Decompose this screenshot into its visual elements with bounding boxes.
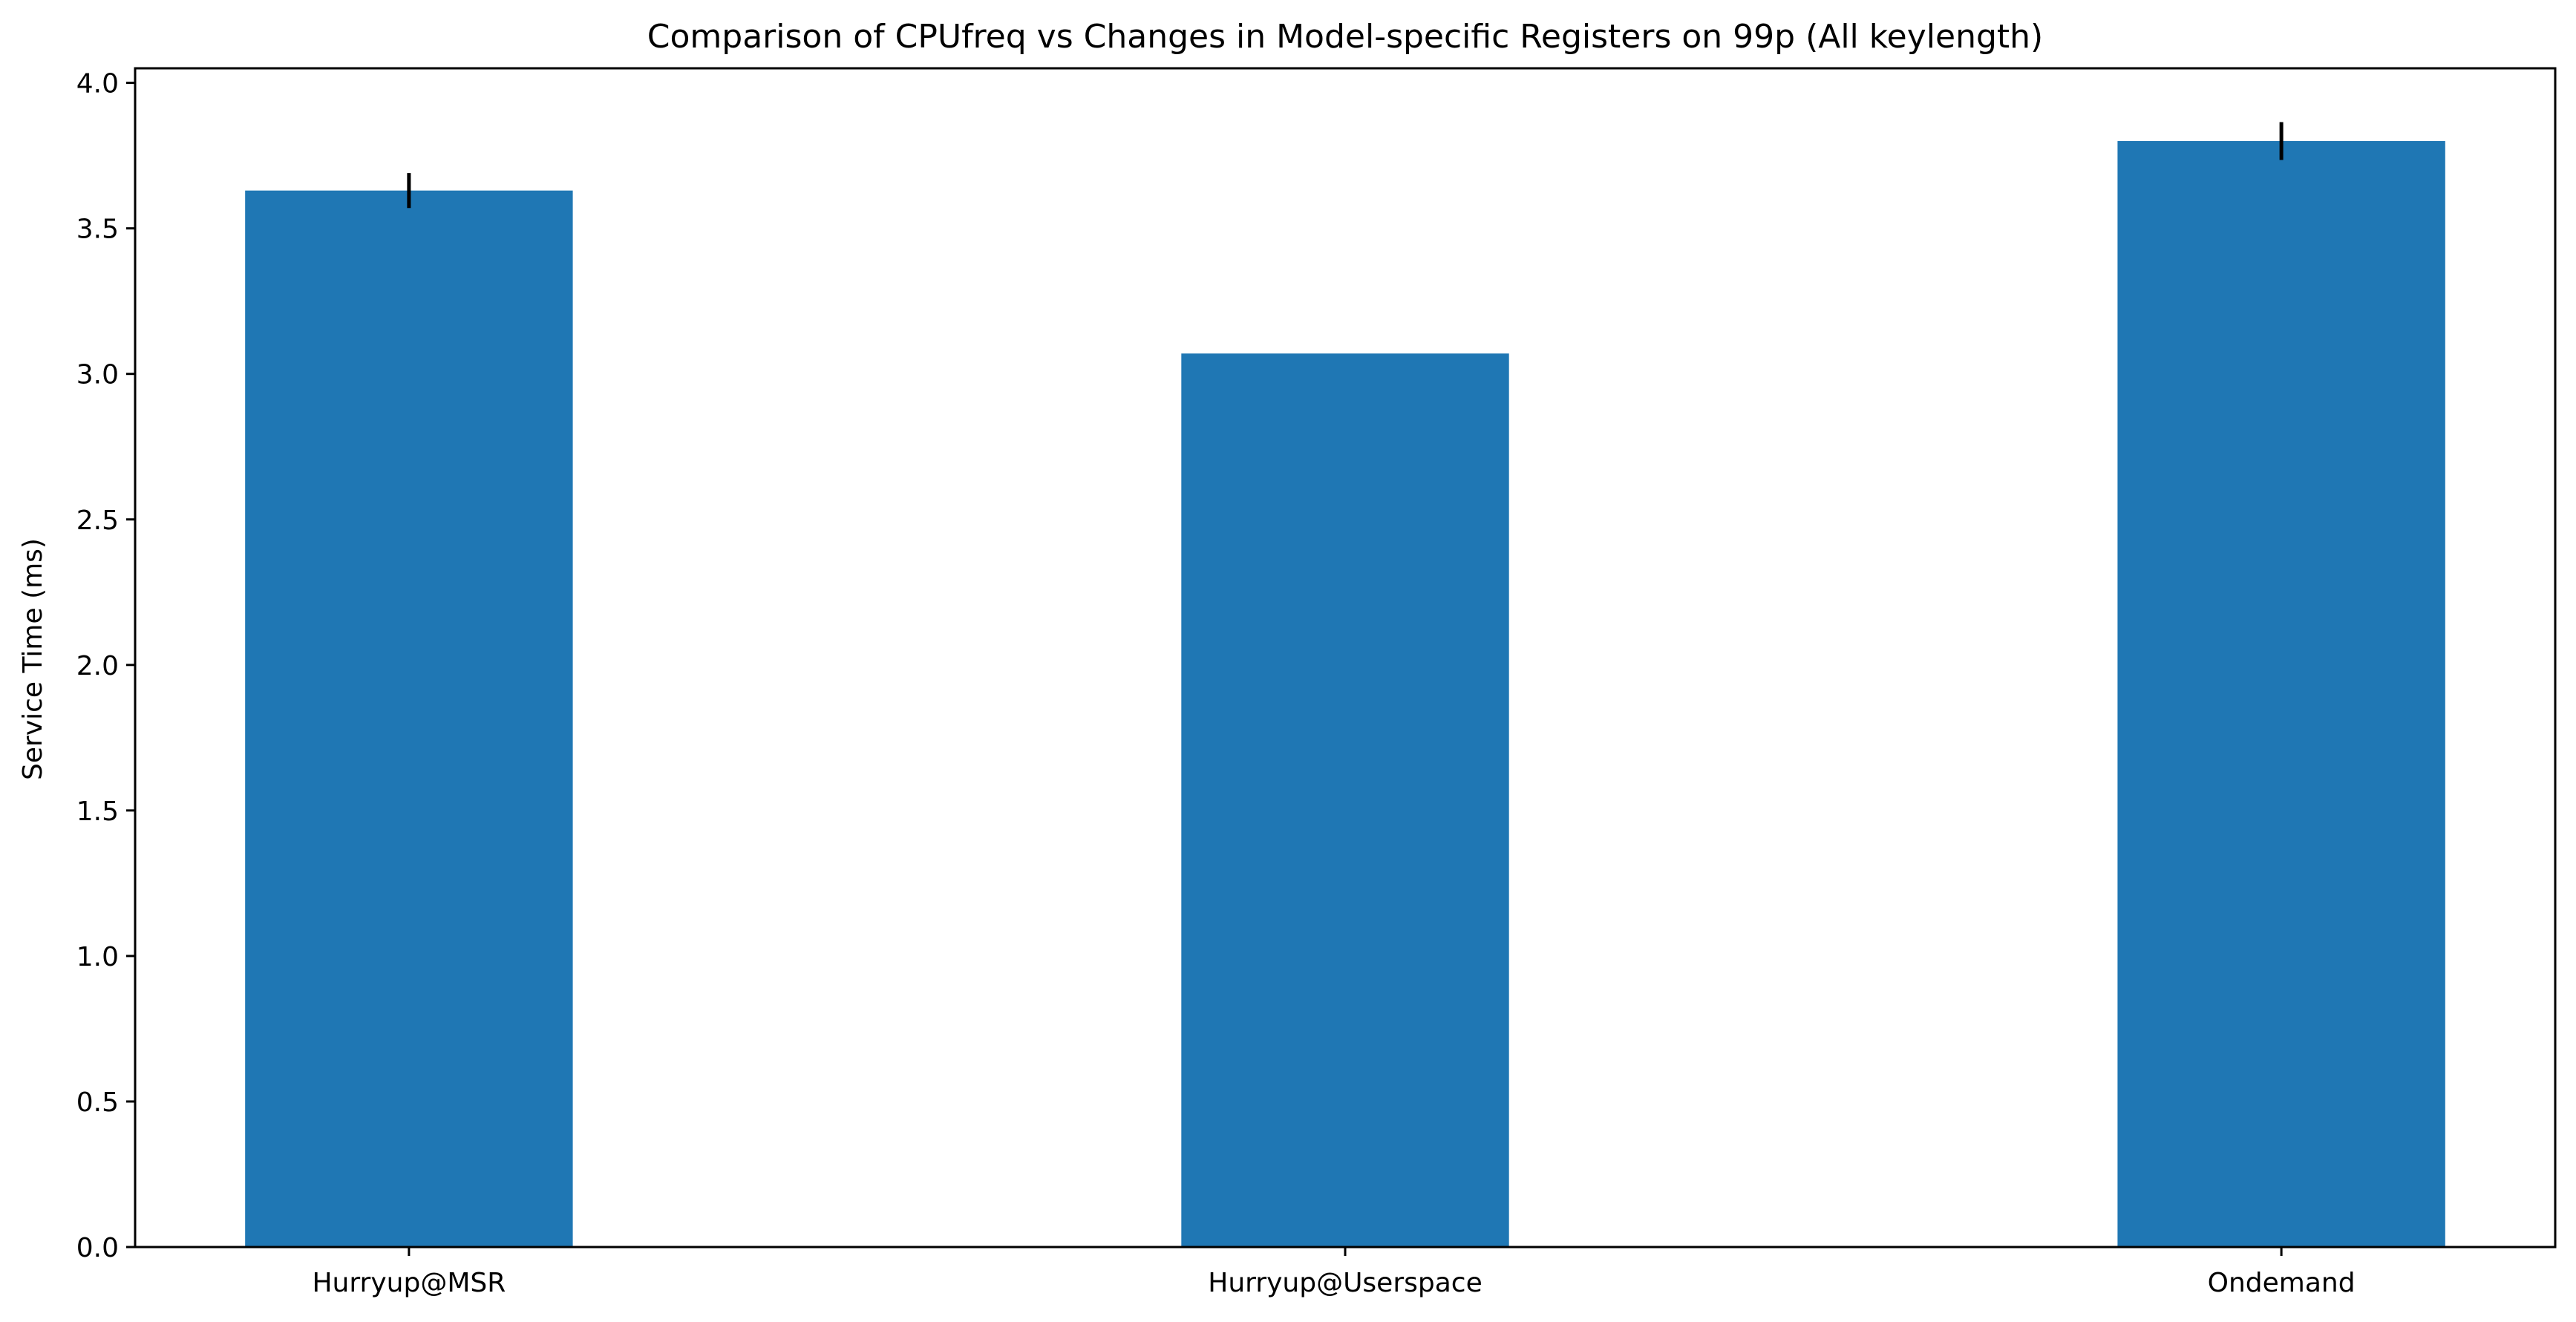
y-tick-label: 1.5	[76, 796, 119, 827]
y-tick-label: 2.5	[76, 505, 119, 536]
bar-hurryup-msr	[245, 190, 573, 1247]
bar-ondemand	[2117, 141, 2445, 1248]
y-axis-ticks: 0.0 0.5 1.0 1.5 2.0 2.5 3.0 3.5 4.0	[76, 69, 135, 1263]
x-tick-label: Hurryup@MSR	[312, 1268, 506, 1298]
x-axis-ticks: Hurryup@MSR Hurryup@Userspace Ondemand	[312, 1247, 2356, 1298]
y-tick-label: 2.0	[76, 651, 119, 681]
y-tick-label: 0.0	[76, 1233, 119, 1263]
errorbars-group	[407, 122, 2284, 209]
x-tick-label: Hurryup@Userspace	[1208, 1268, 1482, 1298]
x-tick-label: Ondemand	[2208, 1268, 2356, 1298]
y-tick-label: 4.0	[76, 69, 119, 99]
y-tick-label: 1.0	[76, 942, 119, 972]
y-tick-label: 3.5	[76, 215, 119, 245]
plot-frame	[134, 67, 2557, 1249]
bars-group	[245, 141, 2445, 1248]
y-tick-label: 3.0	[76, 360, 119, 390]
chart-title: Comparison of CPUfreq vs Changes in Mode…	[647, 18, 2043, 56]
y-axis-label: Service Time (ms)	[18, 538, 48, 780]
y-tick-label: 0.5	[76, 1087, 119, 1118]
bar-hurryup-userspace	[1181, 353, 1509, 1247]
